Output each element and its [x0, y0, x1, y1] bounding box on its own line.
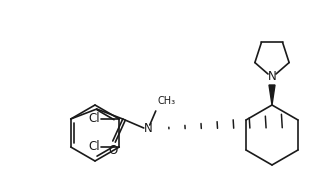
Text: N: N	[268, 71, 277, 83]
Text: Cl: Cl	[88, 113, 100, 126]
Text: CH₃: CH₃	[158, 96, 176, 106]
Text: N: N	[143, 122, 152, 136]
Text: Cl: Cl	[88, 141, 100, 153]
Polygon shape	[269, 85, 275, 105]
Text: O: O	[108, 144, 117, 157]
